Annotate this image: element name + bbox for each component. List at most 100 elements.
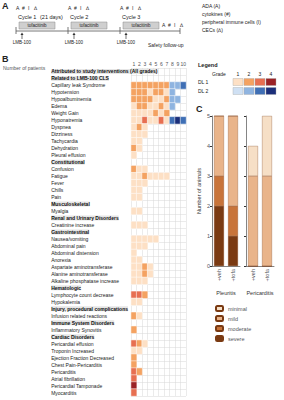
svg-text:2: 2 [248,71,251,77]
svg-text:Fever: Fever [51,180,64,186]
svg-text:A: A [120,5,124,11]
svg-text:0: 0 [207,263,210,269]
svg-text:Pericarditis: Pericarditis [246,290,273,296]
svg-text:#: # [74,5,77,11]
svg-text:8: 8 [171,61,174,67]
svg-text:Abdominal distension: Abdominal distension [51,250,99,256]
svg-text:tofacitinib: tofacitinib [131,23,151,28]
svg-text:#: # [168,22,171,28]
svg-text:#: # [22,5,25,11]
svg-text:#: # [126,5,129,11]
svg-text:ADA (A): ADA (A) [202,3,220,9]
svg-text:minimal: minimal [228,306,247,312]
svg-text:Weight Gain: Weight Gain [51,110,79,116]
svg-text:Constitutional: Constitutional [51,159,85,165]
svg-text:Alkaline phosphatase increase: Alkaline phosphatase increase [51,278,119,284]
svg-text:LMB-100: LMB-100 [65,40,84,45]
svg-text:A: A [68,5,72,11]
svg-text:moderate: moderate [228,326,251,332]
svg-text:Dyspnea: Dyspnea [51,124,71,130]
svg-text:Chills: Chills [51,187,64,193]
svg-text:Anorexia: Anorexia [51,257,71,263]
svg-text:tofacitinib: tofacitinib [27,23,47,28]
svg-text:DL 2: DL 2 [198,88,209,94]
svg-text:10: 10 [180,61,186,67]
svg-text:5: 5 [207,113,210,119]
svg-text:C: C [196,104,203,114]
svg-text:Renal and Urinary Disorders: Renal and Urinary Disorders [51,215,119,221]
svg-text:Inflammatory Synovitis: Inflammatory Synovitis [51,327,102,333]
svg-text:∆: ∆ [180,22,184,28]
svg-text:∆: ∆ [138,5,142,11]
svg-text:Dizziness: Dizziness [51,131,73,137]
svg-text:I: I [28,5,29,11]
svg-text:∆: ∆ [86,5,90,11]
svg-text:Troponin Increased: Troponin Increased [51,348,94,354]
svg-text:Hypokalemia: Hypokalemia [51,299,80,305]
svg-text:Grade: Grade [212,71,226,77]
svg-text:Hypoalbuminemia: Hypoalbuminemia [51,96,91,102]
svg-text:Pericardial effusion: Pericardial effusion [51,341,94,347]
svg-text:severe: severe [228,336,245,342]
svg-text:Alanine aminotransferase: Alanine aminotransferase [51,271,108,277]
svg-text:Cycle 1: Cycle 1 [18,14,36,20]
svg-text:2: 2 [207,203,210,209]
svg-text:Hematologic: Hematologic [51,285,81,291]
svg-text:3: 3 [143,61,146,67]
svg-text:Atrial fibrillation: Atrial fibrillation [51,376,85,382]
svg-text:Gastrointestinal: Gastrointestinal [51,229,90,235]
svg-text:Pericardial Tamponade: Pericardial Tamponade [51,383,102,389]
svg-text:Chest Pain-Pericarditis: Chest Pain-Pericarditis [51,362,102,368]
svg-text:Infusion related reactions: Infusion related reactions [51,313,107,319]
svg-text:Creatinine increase: Creatinine increase [51,222,94,228]
svg-text:I: I [174,22,175,28]
svg-text:Hypotension: Hypotension [51,89,79,95]
svg-text:2: 2 [138,61,141,67]
svg-text:9: 9 [176,61,179,67]
svg-text:7: 7 [165,61,168,67]
svg-text:A: A [162,22,166,28]
svg-text:A: A [16,5,20,11]
svg-text:Pain: Pain [51,194,61,200]
svg-text:+tofa: +tofa [264,268,270,281]
svg-text:1: 1 [207,233,210,239]
svg-text:4: 4 [149,61,152,67]
svg-text:Edema: Edema [51,103,67,109]
svg-text:+veh: +veh [250,269,256,281]
svg-text:Confusion: Confusion [51,166,74,172]
svg-text:3: 3 [207,173,210,179]
svg-text:Myalgia: Myalgia [51,208,68,214]
svg-text:5: 5 [154,61,157,67]
svg-text:Abdominal pain: Abdominal pain [51,243,86,249]
svg-text:Aspartate aminotransferase: Aspartate aminotransferase [51,264,113,270]
svg-text:B: B [2,54,9,64]
svg-text:3: 3 [259,71,262,77]
svg-text:Cycle 2: Cycle 2 [70,14,88,20]
svg-text:CECs (∆): CECs (∆) [202,27,223,33]
svg-text:peripheral immune cells (I): peripheral immune cells (I) [202,19,261,25]
svg-text:Nausea/vomiting: Nausea/vomiting [51,236,88,242]
svg-text:Legend: Legend [198,62,218,68]
svg-text:Tachycardia: Tachycardia [51,138,78,144]
svg-text:Cycle 3: Cycle 3 [122,14,140,20]
svg-text:Cardiac Disorders: Cardiac Disorders [51,334,94,340]
svg-text:I: I [80,5,81,11]
svg-text:Pleural effusion: Pleural effusion [51,152,86,158]
svg-text:Capillary leak Syndrome: Capillary leak Syndrome [51,82,105,88]
svg-text:Hyponatremia: Hyponatremia [51,117,82,123]
svg-text:6: 6 [160,61,163,67]
svg-text:Attributed to study interventi: Attributed to study interventions (All g… [51,68,158,74]
svg-text:+tofa: +tofa [230,268,236,281]
svg-text:1: 1 [237,71,240,77]
svg-text:cytokines (#): cytokines (#) [202,11,231,17]
svg-text:∆: ∆ [34,5,38,11]
svg-text:Safety follow-up: Safety follow-up [148,42,184,48]
svg-text:Related to LMB-100 CLS: Related to LMB-100 CLS [51,75,109,81]
svg-text:Number of patients: Number of patients [3,65,46,71]
svg-text:I: I [132,5,133,11]
svg-text:Myocarditis: Myocarditis [51,390,77,396]
svg-text:4: 4 [270,71,273,77]
svg-text:Fatigue: Fatigue [51,173,68,179]
svg-text:Injury, procedural complicatio: Injury, procedural complications [51,306,128,312]
svg-text:1: 1 [132,61,135,67]
